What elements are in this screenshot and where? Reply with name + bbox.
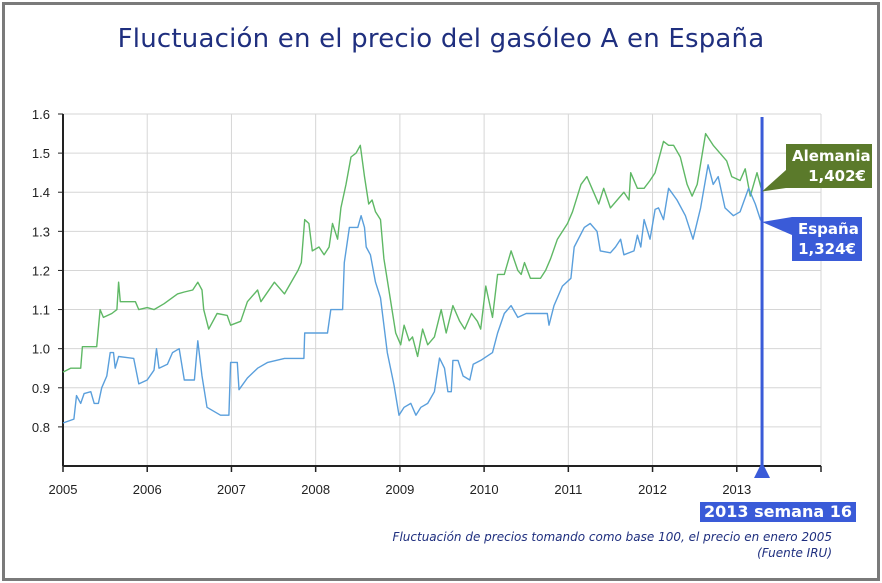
y-tick-label: 1.3 xyxy=(32,224,50,239)
x-tick-label: 2011 xyxy=(554,482,582,497)
x-tick-label: 2009 xyxy=(385,482,414,497)
week-marker xyxy=(754,117,792,478)
y-tick-label: 1.1 xyxy=(32,303,50,318)
callout-pointer-alemania xyxy=(762,170,786,192)
y-tick-label: 1.5 xyxy=(32,146,50,161)
y-tick-label: 1.2 xyxy=(32,263,50,278)
footnote-line1: Fluctuación de precios tomando como base… xyxy=(392,530,832,544)
x-tick-label: 2006 xyxy=(133,482,162,497)
series-line-alemania xyxy=(62,132,763,373)
axes: 0.8 0.9 1.0 1.1 1.2 1.3 1.4 1.5 1.6 2005 2006 2007 2… xyxy=(32,107,822,497)
marker-week-label: 2013 semana 16 xyxy=(700,502,856,522)
y-tick-label: 0.8 xyxy=(32,420,50,435)
callout-country: España xyxy=(798,220,859,238)
x-tick-label: 2008 xyxy=(301,482,330,497)
callout-espana: España 1,324€ xyxy=(792,217,862,261)
series-lines xyxy=(62,132,763,424)
x-tick-label: 2007 xyxy=(217,482,246,497)
y-tick-label: 1.4 xyxy=(32,185,50,200)
series-line-espana xyxy=(62,164,763,424)
footnote: Fluctuación de precios tomando como base… xyxy=(393,529,832,561)
x-tick-label: 2010 xyxy=(470,482,499,497)
chart-title: Fluctuación en el precio del gasóleo A e… xyxy=(117,24,765,54)
y-tick-label: 1.0 xyxy=(32,342,50,357)
callout-country: Alemania xyxy=(792,147,871,165)
y-tick-label: 0.9 xyxy=(32,381,50,396)
x-tick-label: 2012 xyxy=(638,482,667,497)
x-tick-label: 2013 xyxy=(722,482,751,497)
callout-alemania: Alemania 1,402€ xyxy=(786,144,872,188)
footnote-source: (Fuente IRU) xyxy=(757,546,832,560)
callout-value: 1,402€ xyxy=(808,167,866,185)
y-tick-label: 1.6 xyxy=(32,107,50,122)
x-tick-label: 2005 xyxy=(49,482,78,497)
callout-pointer-espana xyxy=(762,217,792,235)
callout-value: 1,324€ xyxy=(798,240,856,258)
marker-arrow-icon xyxy=(754,462,771,478)
